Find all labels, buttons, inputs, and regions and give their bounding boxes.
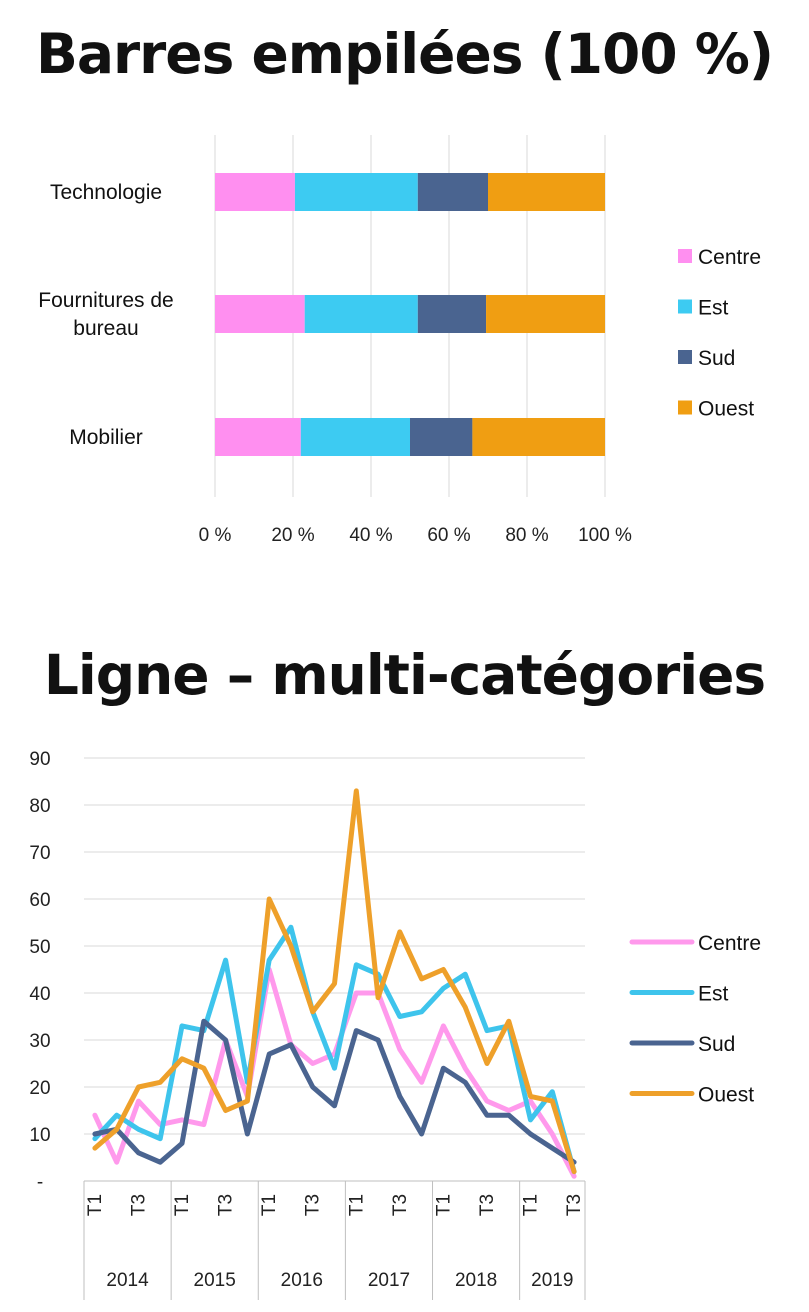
legend-label: Est bbox=[698, 983, 729, 1006]
legend-swatch bbox=[678, 350, 692, 364]
y-tick-label: 10 bbox=[29, 1125, 50, 1146]
legend-label: Ouest bbox=[698, 1084, 754, 1107]
y-tick-label: 50 bbox=[29, 937, 50, 958]
quarter-label: T3 bbox=[303, 1194, 324, 1216]
stacked-bar-chart: 0 % 20 % 40 % 60 % 80 % 100 % Technologie Fourn… bbox=[38, 135, 761, 546]
series-line-centre bbox=[92, 967, 577, 1179]
legend-label: Ouest bbox=[698, 398, 754, 421]
year-label: 2015 bbox=[194, 1270, 236, 1291]
bar-segment-est bbox=[304, 295, 418, 333]
category-label: Fournitures de bbox=[38, 289, 173, 312]
bar-segment-ouest bbox=[472, 418, 605, 456]
bar-segment-centre bbox=[215, 173, 295, 211]
series-line-sud bbox=[92, 1018, 577, 1165]
x-tick-label: 80 % bbox=[505, 525, 548, 546]
bar-segment-centre bbox=[215, 295, 305, 333]
legend-swatch bbox=[678, 400, 692, 415]
y-tick-label: 60 bbox=[29, 890, 50, 911]
quarter-label: T1 bbox=[85, 1194, 106, 1216]
line-chart-title: Ligne – multi-catégories bbox=[43, 643, 766, 707]
category-label: Technologie bbox=[50, 181, 162, 204]
y-tick-label: 20 bbox=[29, 1078, 50, 1099]
y-tick-label: 40 bbox=[29, 984, 50, 1005]
legend-label: Sud bbox=[698, 1033, 735, 1056]
category-label: Mobilier bbox=[69, 426, 143, 449]
y-tick-label: 30 bbox=[29, 1031, 50, 1052]
x-tick-label: 100 % bbox=[578, 525, 632, 546]
year-label: 2016 bbox=[281, 1270, 323, 1291]
quarter-label: T1 bbox=[521, 1194, 542, 1216]
bar-segment-ouest bbox=[488, 173, 605, 211]
legend-label: Centre bbox=[698, 246, 761, 269]
category-label: bureau bbox=[73, 317, 138, 340]
legend-swatch bbox=[678, 249, 692, 263]
quarter-label: T3 bbox=[564, 1194, 585, 1216]
year-label: 2014 bbox=[106, 1270, 149, 1291]
bar-segment-est bbox=[300, 418, 410, 456]
x-tick-label: 60 % bbox=[427, 525, 470, 546]
quarter-label: T1 bbox=[172, 1194, 193, 1216]
bar-segment-sud bbox=[417, 295, 487, 333]
y-tick-label: 90 bbox=[29, 749, 50, 770]
y-tick-label: - bbox=[37, 1172, 43, 1193]
bar-segment-est bbox=[294, 173, 418, 211]
bar-chart-title: Barres empilées (100 %) bbox=[36, 22, 774, 86]
x-tick-label: 20 % bbox=[271, 525, 314, 546]
bar-segment-centre bbox=[215, 418, 301, 456]
legend-label: Sud bbox=[698, 347, 735, 370]
year-label: 2017 bbox=[368, 1270, 410, 1291]
legend-label: Est bbox=[698, 297, 729, 320]
bar-segment-sud bbox=[410, 418, 473, 456]
legend-swatch bbox=[678, 299, 692, 314]
year-label: 2018 bbox=[455, 1270, 497, 1291]
x-tick-label: 40 % bbox=[349, 525, 392, 546]
bar-segment-ouest bbox=[486, 295, 605, 333]
legend-label: Centre bbox=[698, 932, 761, 955]
y-tick-label: 70 bbox=[29, 843, 50, 864]
quarter-label: T3 bbox=[390, 1194, 411, 1216]
quarter-label: T1 bbox=[259, 1194, 280, 1216]
quarter-label: T3 bbox=[216, 1194, 237, 1216]
bar-segment-sud bbox=[417, 173, 488, 211]
quarter-label: T3 bbox=[128, 1194, 149, 1216]
series-line-ouest bbox=[92, 788, 577, 1175]
year-label: 2019 bbox=[531, 1270, 573, 1291]
quarter-label: T3 bbox=[477, 1194, 498, 1216]
x-tick-label: 0 % bbox=[199, 525, 232, 546]
quarter-label: T1 bbox=[346, 1194, 367, 1216]
quarter-label: T1 bbox=[433, 1194, 454, 1216]
y-tick-label: 80 bbox=[29, 796, 50, 817]
